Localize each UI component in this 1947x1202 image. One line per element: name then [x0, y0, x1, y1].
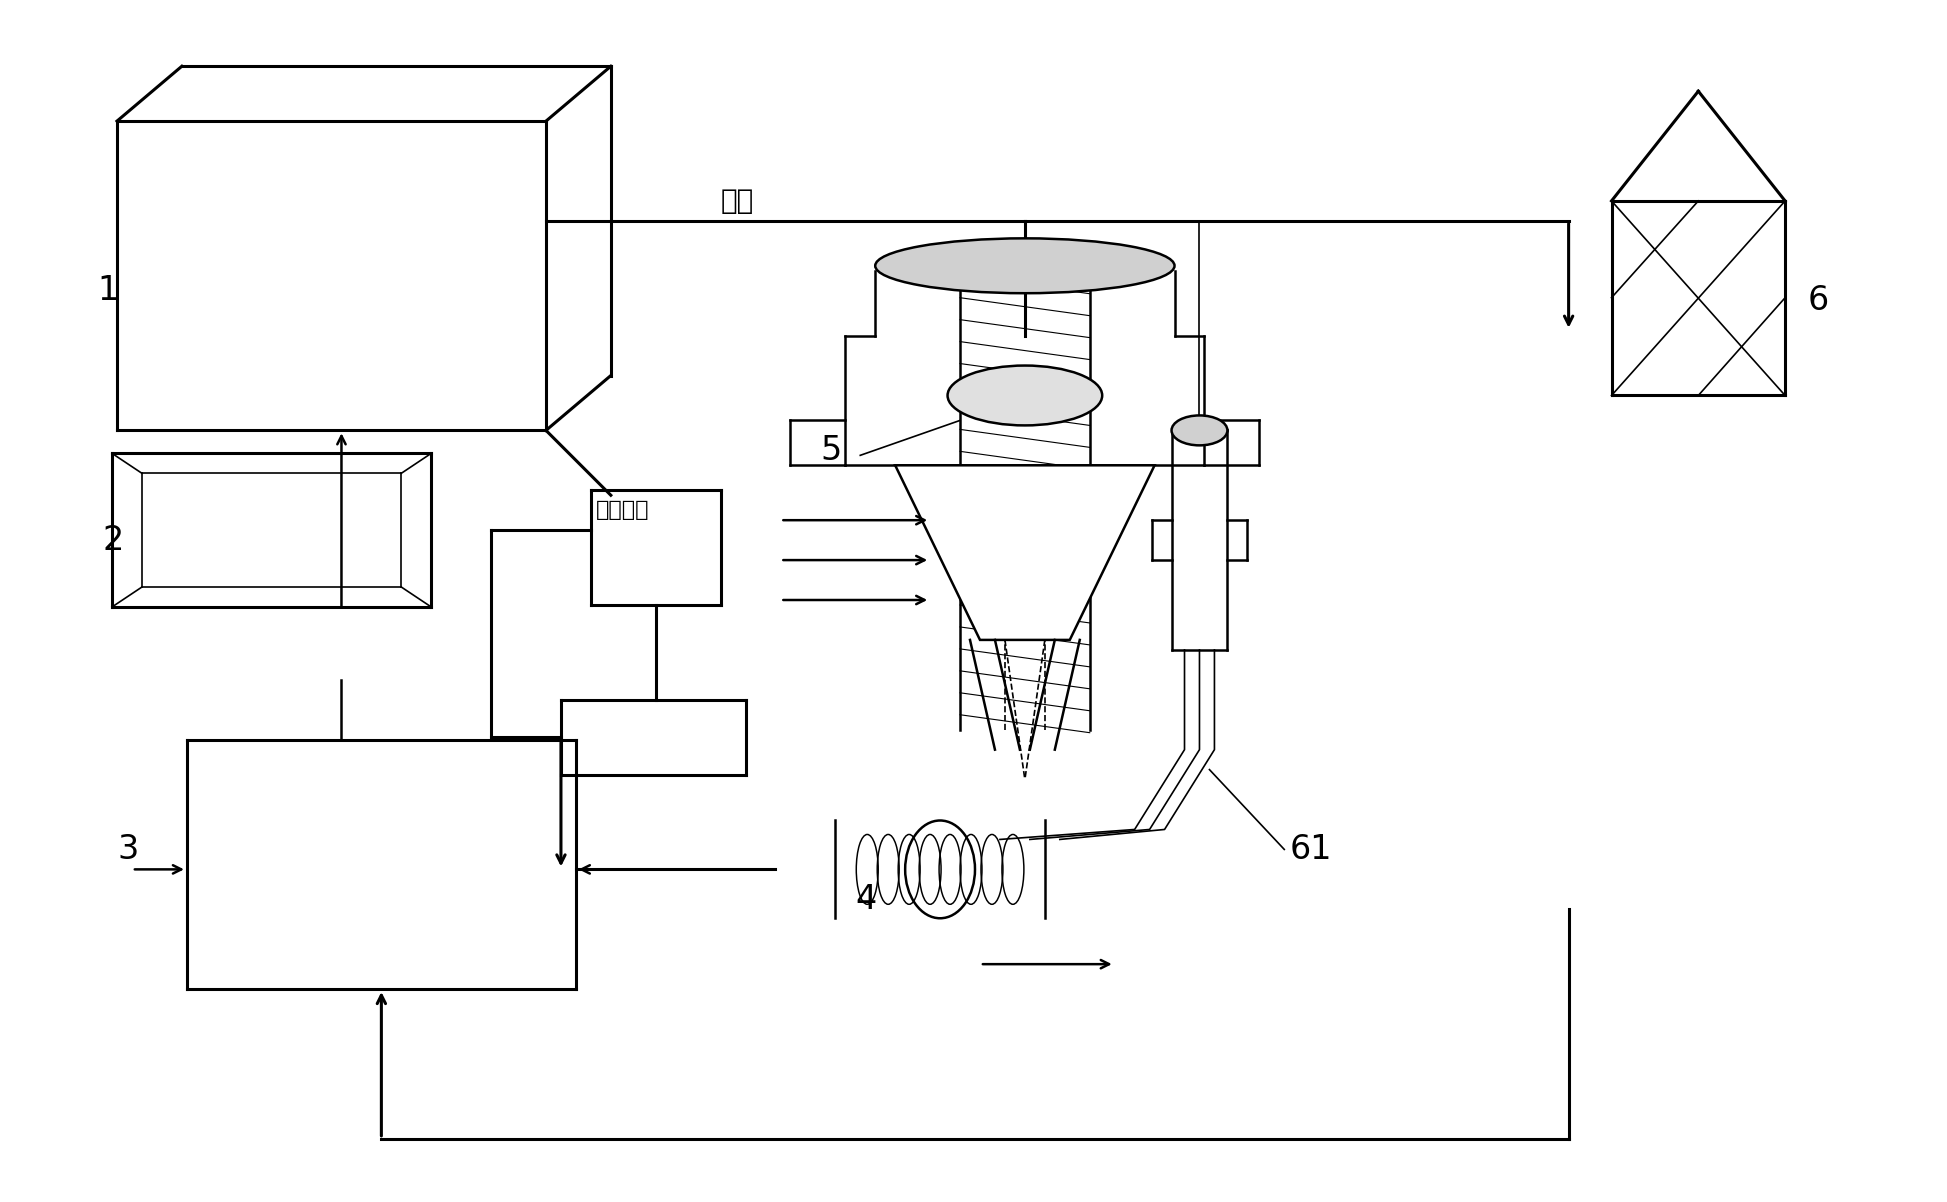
Text: 4: 4	[855, 882, 876, 916]
Text: 6: 6	[1809, 284, 1830, 317]
Ellipse shape	[876, 238, 1174, 293]
Text: 61: 61	[1289, 833, 1332, 865]
Text: 1: 1	[97, 274, 119, 308]
Text: 5: 5	[820, 434, 841, 466]
Text: 送粉管路: 送粉管路	[596, 500, 650, 520]
Text: 2: 2	[101, 524, 123, 557]
Ellipse shape	[948, 365, 1102, 426]
Text: 光纤: 光纤	[720, 188, 753, 215]
Polygon shape	[896, 465, 1155, 639]
Ellipse shape	[905, 821, 975, 918]
Text: 3: 3	[117, 833, 138, 865]
Ellipse shape	[1172, 416, 1227, 446]
